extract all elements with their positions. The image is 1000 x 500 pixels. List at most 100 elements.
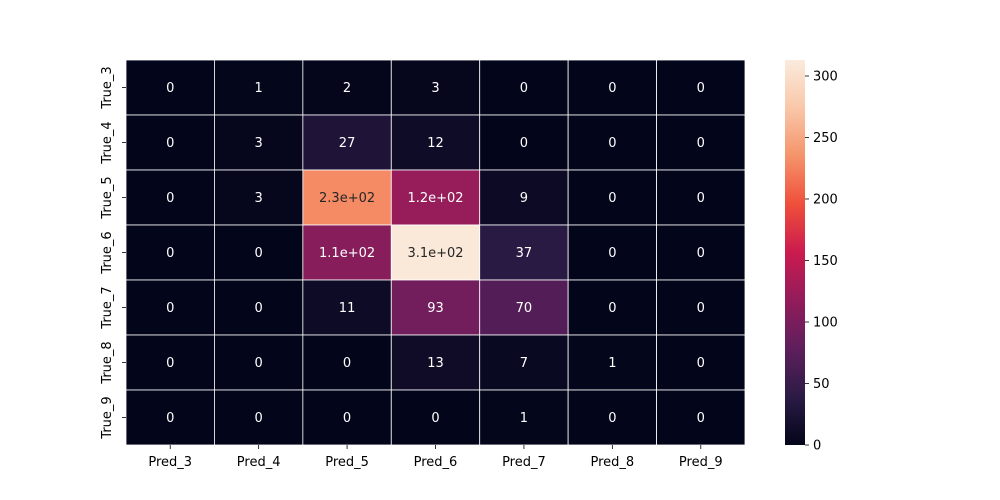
cell-annotation: 0 bbox=[697, 81, 705, 96]
cell-annotation: 0 bbox=[608, 301, 616, 316]
cell-annotation: 3.1e+02 bbox=[407, 246, 463, 261]
cell-annotation: 0 bbox=[255, 411, 263, 426]
cell-annotation: 0 bbox=[166, 136, 174, 151]
heatmap-cell bbox=[125, 59, 215, 116]
heatmap-cell bbox=[567, 59, 657, 116]
heatmap-cell bbox=[390, 169, 481, 226]
cell-annotation: 0 bbox=[697, 246, 705, 261]
cell-annotation: 0 bbox=[166, 301, 174, 316]
y-tick-label: True_8 bbox=[100, 341, 115, 384]
cell-annotation: 0 bbox=[255, 301, 263, 316]
cell-annotation: 3 bbox=[431, 81, 439, 96]
y-tick-label: True_6 bbox=[100, 231, 115, 274]
cell-annotation: 27 bbox=[339, 136, 356, 151]
cell-annotation: 93 bbox=[427, 301, 444, 316]
cell-annotation: 0 bbox=[166, 356, 174, 371]
heatmap-cell bbox=[302, 334, 392, 391]
colorbar bbox=[785, 60, 805, 445]
cell-annotation: 3 bbox=[255, 191, 263, 206]
cell-annotation: 0 bbox=[343, 411, 351, 426]
y-tick-label: True_7 bbox=[100, 286, 115, 329]
heatmap-cell bbox=[214, 59, 304, 116]
cell-annotation: 0 bbox=[697, 356, 705, 371]
heatmap-cell bbox=[656, 169, 746, 226]
heatmap-cell bbox=[567, 389, 657, 446]
colorbar-tick-label: 250 bbox=[813, 131, 838, 146]
cell-annotation: 2.3e+02 bbox=[319, 191, 375, 206]
x-tick-label: Pred_7 bbox=[502, 455, 546, 470]
cell-annotation: 1 bbox=[255, 81, 263, 96]
heatmap-cell bbox=[302, 169, 392, 226]
cell-annotation: 0 bbox=[608, 246, 616, 261]
cell-annotation: 1.2e+02 bbox=[407, 191, 463, 206]
cell-annotation: 13 bbox=[427, 356, 444, 371]
cell-annotation: 0 bbox=[608, 411, 616, 426]
heatmap-cell bbox=[125, 279, 215, 336]
cell-annotation: 2 bbox=[343, 81, 351, 96]
cell-annotation: 0 bbox=[343, 356, 351, 371]
cell-annotation: 37 bbox=[516, 246, 533, 261]
y-axis: True_3 True_4 True_5 True_6 True_7 True_8 True… bbox=[100, 66, 126, 440]
heatmap-cell bbox=[567, 169, 657, 226]
cell-annotation: 0 bbox=[520, 81, 528, 96]
x-tick-label: Pred_5 bbox=[325, 455, 369, 470]
cell-annotation: 0 bbox=[255, 246, 263, 261]
y-tick-label: True_9 bbox=[100, 396, 115, 439]
heatmap-cell bbox=[214, 224, 304, 281]
y-tick-label: True_4 bbox=[100, 121, 115, 164]
y-tick-label: True_3 bbox=[100, 66, 115, 109]
heatmap-cell bbox=[302, 389, 392, 446]
heatmap-cells bbox=[125, 59, 746, 446]
colorbar-tick-label: 300 bbox=[813, 69, 838, 84]
heatmap-cell bbox=[479, 114, 569, 171]
heatmap-cell bbox=[567, 114, 657, 171]
cell-annotation: 0 bbox=[255, 356, 263, 371]
cell-annotation: 0 bbox=[697, 411, 705, 426]
cell-annotation: 0 bbox=[431, 411, 439, 426]
x-axis: Pred_3 Pred_4 Pred_5 Pred_6 Pred_7 Pred_8 Pred… bbox=[148, 445, 723, 470]
cell-annotation: 70 bbox=[516, 301, 533, 316]
cell-annotation: 0 bbox=[697, 301, 705, 316]
cell-annotation: 0 bbox=[166, 246, 174, 261]
heatmap-cell bbox=[125, 224, 215, 281]
heatmap-cell bbox=[302, 59, 392, 116]
x-tick-label: Pred_6 bbox=[414, 455, 458, 470]
cell-annotation: 12 bbox=[427, 136, 444, 151]
cell-annotation: 0 bbox=[697, 191, 705, 206]
heatmap-cell bbox=[656, 334, 746, 391]
cell-annotation: 11 bbox=[339, 301, 356, 316]
colorbar-tick-label: 150 bbox=[813, 254, 838, 269]
cell-annotation: 0 bbox=[166, 81, 174, 96]
cell-annotation: 0 bbox=[608, 81, 616, 96]
heatmap-cell bbox=[390, 224, 481, 281]
cell-annotation: 1.1e+02 bbox=[319, 246, 375, 261]
heatmap-cell bbox=[656, 389, 746, 446]
colorbar-axis: 0 50 100 150 200 250 300 bbox=[805, 69, 838, 454]
colorbar-tick-label: 0 bbox=[813, 439, 821, 454]
heatmap-cell bbox=[302, 114, 392, 171]
y-tick-label: True_5 bbox=[100, 176, 115, 219]
cell-annotation: 0 bbox=[697, 136, 705, 151]
heatmap-cell bbox=[125, 389, 215, 446]
heatmap-cell bbox=[656, 224, 746, 281]
x-tick-label: Pred_9 bbox=[679, 455, 723, 470]
colorbar-tick-label: 100 bbox=[813, 315, 838, 330]
cell-annotation: 1 bbox=[608, 356, 616, 371]
heatmap-cell bbox=[479, 389, 569, 446]
heatmap-cell bbox=[214, 334, 304, 391]
cell-annotation: 9 bbox=[520, 191, 528, 206]
cell-annotation: 1 bbox=[520, 411, 528, 426]
cell-annotation: 0 bbox=[166, 191, 174, 206]
colorbar-tick-label: 50 bbox=[813, 377, 830, 392]
cell-annotation: 0 bbox=[520, 136, 528, 151]
x-tick-label: Pred_8 bbox=[591, 455, 635, 470]
heatmap-annotations: 0 1 2 3 0 0 00 3 27 12 0 0 00 3 2.3e+02 1.2e+02 9 0 00 0 1.1… bbox=[166, 81, 705, 426]
heatmap-cell bbox=[302, 279, 392, 336]
heatmap-cell bbox=[390, 59, 481, 116]
x-tick-label: Pred_3 bbox=[148, 455, 192, 470]
heatmap-cell bbox=[390, 334, 481, 391]
heatmap-cell bbox=[125, 334, 215, 391]
colorbar-gradient bbox=[785, 60, 805, 445]
cell-annotation: 0 bbox=[608, 191, 616, 206]
